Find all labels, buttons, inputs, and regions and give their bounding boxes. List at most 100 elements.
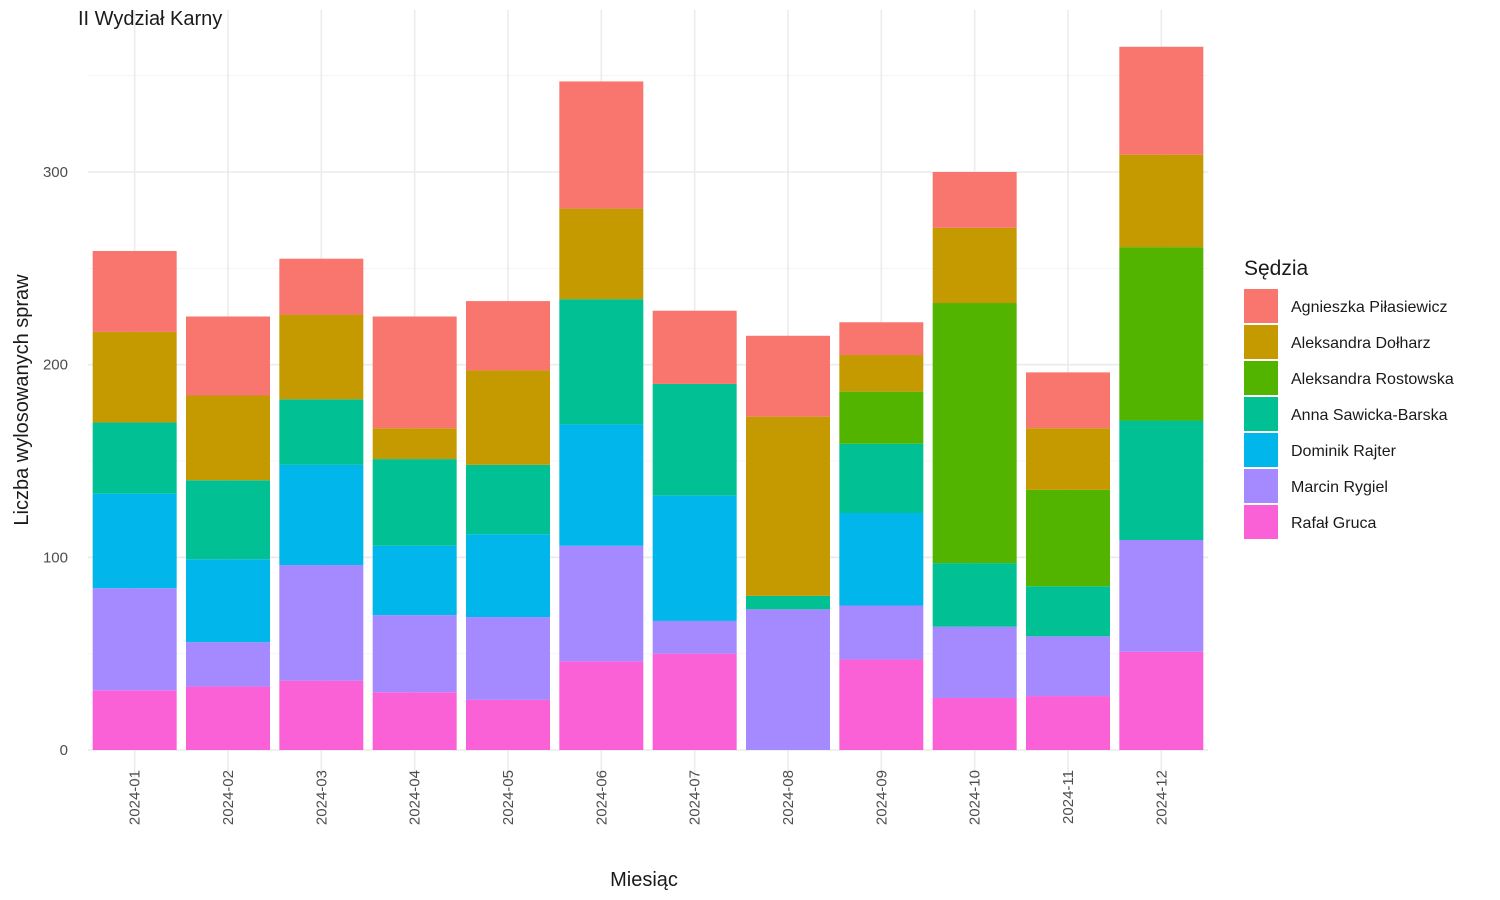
x-axis-ticks: 2024-01 2024-02 2024-03 2024-04 2024-05 2024-… xyxy=(127,770,1171,825)
bar-segment xyxy=(932,697,1017,750)
x-tick-label: 2024-02 xyxy=(220,770,237,825)
bar-segment xyxy=(652,310,737,384)
bar-segment xyxy=(1119,420,1204,540)
bar-segment xyxy=(746,609,830,750)
x-tick-label: 2024-12 xyxy=(1153,770,1170,825)
bar-segment xyxy=(932,563,1017,627)
y-axis-ticks: 0 100 200 300 xyxy=(43,164,68,759)
x-tick-label: 2024-09 xyxy=(873,770,890,825)
bar-segment xyxy=(1026,428,1110,490)
legend-label: Dominik Rajter xyxy=(1291,443,1397,460)
bar-segment xyxy=(652,495,737,621)
bar-segment xyxy=(1119,651,1204,750)
bar-segment xyxy=(839,443,924,514)
y-axis-title: Liczba wylosowanych spraw xyxy=(11,274,33,526)
bar-segment xyxy=(186,316,270,396)
bar-segment xyxy=(186,642,270,687)
legend-label: Agnieszka Piłasiewicz xyxy=(1291,299,1448,316)
bar-segment xyxy=(932,626,1017,698)
legend-swatch xyxy=(1244,505,1278,539)
x-tick-label: 2024-11 xyxy=(1060,770,1077,824)
bar-segment xyxy=(746,335,830,417)
bar-segment xyxy=(1026,372,1110,429)
bar-segment xyxy=(652,653,737,750)
bar-segment xyxy=(1026,586,1110,637)
bar-segment xyxy=(652,620,737,654)
bar-segment xyxy=(839,659,924,750)
bar-segment xyxy=(372,615,457,693)
y-tick-label: 0 xyxy=(60,742,68,759)
bar-segment xyxy=(372,545,457,616)
bar-segment xyxy=(1119,539,1204,652)
legend-swatch xyxy=(1244,433,1278,467)
legend-swatch xyxy=(1244,289,1278,323)
bar-segment xyxy=(839,355,924,392)
bar-segment xyxy=(279,399,364,465)
x-tick-label: 2024-08 xyxy=(780,770,797,825)
bar-segment xyxy=(92,331,177,423)
bar-segment xyxy=(186,480,270,560)
bar-segment xyxy=(466,699,550,750)
bar-segment xyxy=(466,617,550,700)
x-tick-label: 2024-07 xyxy=(687,770,704,825)
bar-segment xyxy=(186,686,270,750)
bar-segment xyxy=(92,493,177,589)
bar-segment xyxy=(92,588,177,691)
bar-segment xyxy=(839,605,924,660)
bar-segment xyxy=(559,81,644,209)
bar-segment xyxy=(932,227,1017,304)
bar-segment xyxy=(372,692,457,750)
bar-segment xyxy=(839,391,924,444)
legend-label: Marcin Rygiel xyxy=(1291,479,1388,496)
legend-swatch xyxy=(1244,397,1278,431)
bar-segment xyxy=(466,370,550,465)
x-axis-title: Miesiąc xyxy=(610,869,678,891)
bars xyxy=(92,46,1204,750)
bar-segment xyxy=(279,464,364,566)
legend-title: Sędzia xyxy=(1244,257,1309,280)
legend-swatch xyxy=(1244,469,1278,503)
bar-segment xyxy=(1026,489,1110,587)
chart-title: II Wydział Karny xyxy=(78,8,223,30)
x-tick-label: 2024-10 xyxy=(967,770,984,825)
bar-segment xyxy=(746,416,830,596)
legend-swatch xyxy=(1244,361,1278,395)
bar-segment xyxy=(1119,247,1204,421)
bar-segment xyxy=(932,303,1017,564)
bar-segment xyxy=(92,422,177,494)
x-tick-label: 2024-05 xyxy=(500,770,517,825)
bar-segment xyxy=(652,383,737,496)
bar-segment xyxy=(559,661,644,750)
bar-segment xyxy=(559,299,644,425)
x-tick-label: 2024-03 xyxy=(313,770,330,825)
legend: Sędzia Agnieszka Piłasiewicz Aleksandra D… xyxy=(1244,257,1454,539)
bar-segment xyxy=(1026,696,1110,750)
bar-segment xyxy=(92,250,177,332)
x-tick-label: 2024-01 xyxy=(127,770,144,825)
bar-segment xyxy=(466,464,550,535)
bar-segment xyxy=(839,322,924,356)
bar-segment xyxy=(1119,154,1204,248)
bar-segment xyxy=(372,459,457,546)
x-tick-label: 2024-04 xyxy=(407,770,424,825)
y-tick-label: 300 xyxy=(43,164,68,181)
legend-label: Rafał Gruca xyxy=(1291,515,1376,532)
bar-segment xyxy=(559,208,644,300)
bar-segment xyxy=(839,513,924,606)
legend-label: Aleksandra Dołharz xyxy=(1291,335,1431,352)
bar-segment xyxy=(1119,46,1204,155)
y-tick-label: 100 xyxy=(43,549,68,566)
bar-segment xyxy=(186,395,270,481)
bar-segment xyxy=(466,301,550,371)
bar-segment xyxy=(279,314,364,400)
bar-segment xyxy=(1026,636,1110,697)
bar-segment xyxy=(746,595,830,610)
bar-segment xyxy=(279,680,364,750)
y-tick-label: 200 xyxy=(43,357,68,374)
bar-segment xyxy=(559,424,644,546)
bar-segment xyxy=(372,316,457,429)
bar-segment xyxy=(279,258,364,315)
bar-segment xyxy=(279,565,364,681)
bar-segment xyxy=(372,428,457,460)
